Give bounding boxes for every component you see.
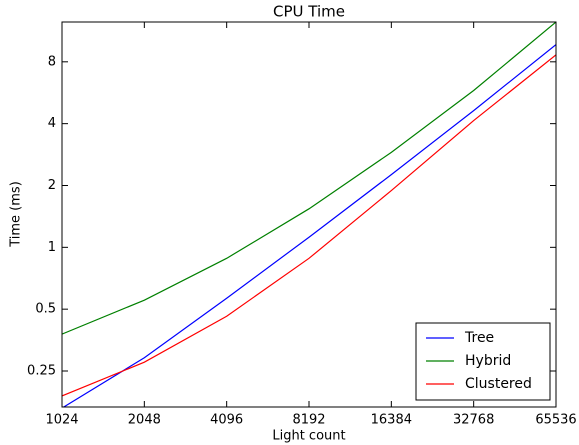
legend-label: Clustered: [465, 376, 532, 392]
legend-label: Tree: [464, 330, 494, 346]
x-tick-label: 2048: [128, 413, 161, 428]
data-line: [62, 22, 556, 335]
x-tick-label: 4096: [210, 413, 243, 428]
y-axis-label: Time (ms): [9, 181, 24, 248]
x-tick-label: 65536: [535, 413, 576, 428]
x-tick-label: 16384: [371, 413, 412, 428]
plot-area: [62, 22, 556, 407]
y-tick-label: 2: [48, 178, 56, 193]
y-tick-label: 0.5: [35, 302, 56, 317]
plot-frame: [61, 21, 557, 408]
data-line: [62, 44, 556, 407]
y-tick-label: 4: [48, 116, 56, 131]
legend-label: Hybrid: [465, 353, 511, 369]
y-tick-label: 1: [48, 240, 56, 255]
x-tick-label: 1024: [45, 413, 78, 428]
y-tick-label: 8: [48, 54, 56, 69]
data-line: [62, 54, 556, 397]
x-tick-label: 8192: [292, 413, 325, 428]
chart-title: CPU Time: [273, 3, 345, 21]
x-tick-label: 32768: [453, 413, 494, 428]
x-axis-label: Light count: [272, 429, 345, 444]
y-tick-label: 0.25: [27, 364, 56, 379]
